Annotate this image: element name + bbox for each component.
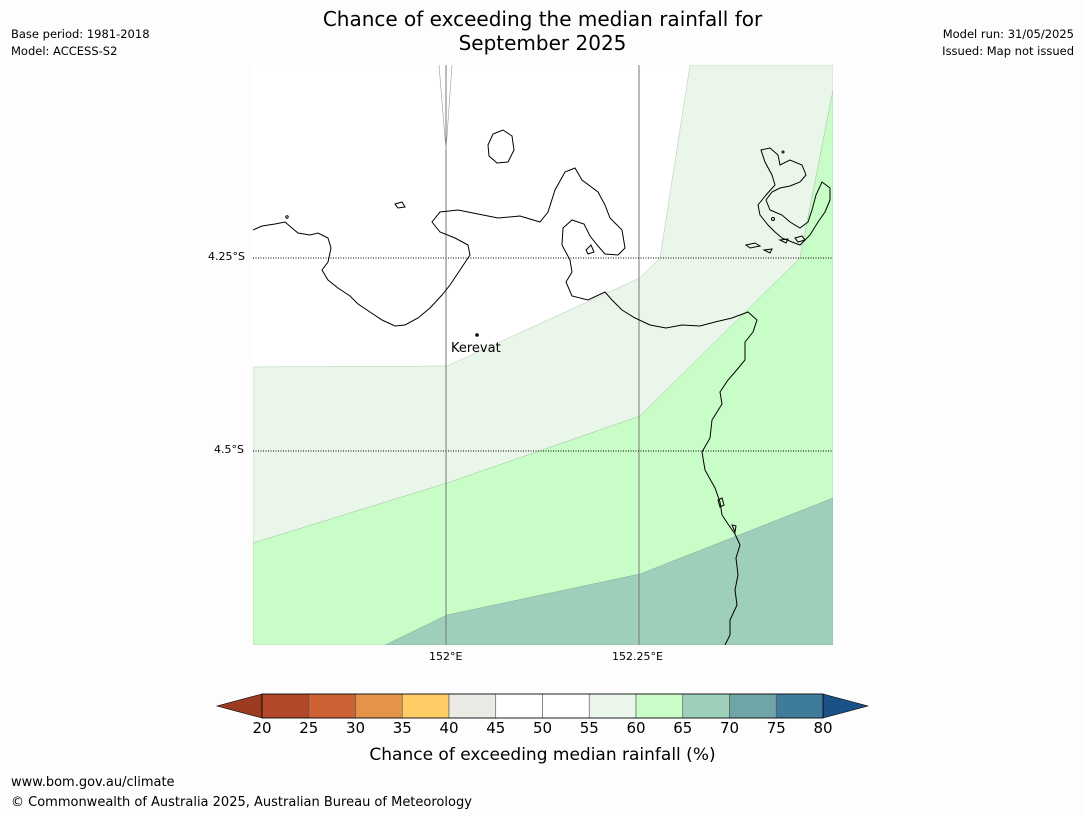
colorbar-segment <box>401 693 450 719</box>
colorbar-segment <box>308 693 356 719</box>
band-65-70 <box>384 497 833 645</box>
colorbar-over-extension <box>822 693 870 719</box>
colorbar-tick-label: 65 <box>673 719 693 737</box>
colorbar-segment <box>495 693 543 719</box>
title-line-2: September 2025 <box>458 31 627 55</box>
footer-url[interactable]: www.bom.gov.au/climate <box>11 775 175 790</box>
colorbar-tick-label: 60 <box>626 719 646 737</box>
colorbar-outline <box>261 693 824 719</box>
colorbar-segment <box>355 693 403 719</box>
colorbar-segment <box>635 693 684 719</box>
colorbar <box>215 693 870 719</box>
title-line-1: Chance of exceeding the median rainfall … <box>322 7 763 31</box>
issued-status: Issued: Map not issued <box>942 44 1074 58</box>
place-label-kerevat: Kerevat <box>451 341 501 356</box>
colorbar-segment <box>775 693 824 719</box>
colorbar-segment <box>542 693 590 719</box>
colorbar-tick-label: 50 <box>532 719 553 737</box>
colorbar-tick-label: 35 <box>392 719 412 737</box>
colorbar-segment <box>448 693 497 719</box>
colorbar-label: Chance of exceeding median rainfall (%) <box>369 745 716 765</box>
colorbar-tick-label: 45 <box>486 719 506 737</box>
colorbar-segment <box>261 693 310 719</box>
colorbar-tick-label: 40 <box>439 719 459 737</box>
model-name: Model: ACCESS-S2 <box>11 44 118 58</box>
model-run: Model run: 31/05/2025 <box>942 27 1074 41</box>
colorbar-segment <box>588 693 637 719</box>
colorbar-tick-label: 55 <box>579 719 599 737</box>
colorbar-tick-label: 70 <box>719 719 740 737</box>
footer-copyright: © Commonwealth of Australia 2025, Austra… <box>11 795 472 810</box>
meta-left: Base period: 1981-2018 Model: ACCESS-S2 <box>11 26 150 60</box>
base-period: Base period: 1981-2018 <box>11 27 150 41</box>
colorbar-segment <box>729 693 777 719</box>
lat-label-4-25: 4.25°S <box>208 250 245 263</box>
kerevat-marker <box>475 333 479 337</box>
lon-label-152-25: 152.25°E <box>612 650 663 663</box>
band-60-65 <box>253 89 833 645</box>
colorbar-tick-label: 20 <box>252 719 272 737</box>
colorbar-under-extension <box>215 693 263 719</box>
colorbar-tick-label: 30 <box>345 719 366 737</box>
lat-label-4-5: 4.5°S <box>214 443 244 456</box>
meta-right: Model run: 31/05/2025 Issued: Map not is… <box>942 26 1074 60</box>
colorbar-tick-label: 75 <box>766 719 786 737</box>
map-title: Chance of exceeding the median rainfall … <box>0 7 1085 55</box>
map-frame <box>253 65 833 645</box>
coastline <box>253 129 831 645</box>
colorbar-segment <box>682 693 730 719</box>
lon-label-152: 152°E <box>429 650 463 663</box>
colorbar-tick-label: 25 <box>299 719 319 737</box>
colorbar-tick-label: 80 <box>813 719 833 737</box>
